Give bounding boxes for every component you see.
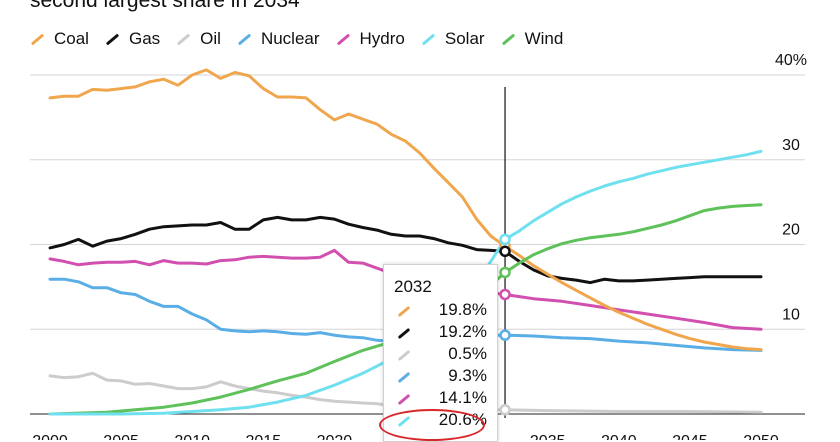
tooltip-swatch-icon bbox=[397, 327, 411, 340]
tooltip-row: 0.5% bbox=[384, 344, 497, 366]
legend-item-wind[interactable]: Wind bbox=[501, 29, 564, 49]
data-point-marker[interactable] bbox=[499, 288, 511, 301]
legend-item-solar[interactable]: Solar bbox=[421, 29, 485, 49]
chart-legend: Coal Gas Oil Nuclear Hydro Solar Wind bbox=[30, 29, 579, 49]
x-tick-label: 2005 bbox=[103, 433, 139, 440]
data-point-marker[interactable] bbox=[499, 329, 511, 341]
x-tick-label: 2015 bbox=[246, 433, 282, 440]
legend-label: Wind bbox=[524, 29, 564, 48]
legend-item-coal[interactable]: Coal bbox=[30, 29, 89, 49]
series-line-hydro bbox=[48, 248, 763, 331]
x-tick-label: 2040 bbox=[601, 433, 637, 440]
tooltip-row: 14.1% bbox=[384, 388, 497, 410]
tooltip-value: 14.1% bbox=[438, 388, 487, 407]
tooltip-row: 19.2% bbox=[384, 322, 497, 344]
tooltip-swatch-icon bbox=[397, 305, 411, 318]
y-tick-label: 10 bbox=[782, 306, 800, 323]
x-tick-label: 2050 bbox=[743, 433, 779, 440]
x-tick-label: 2010 bbox=[174, 433, 210, 440]
tooltip-row: 9.3% bbox=[384, 366, 497, 388]
tooltip-year: 2032 bbox=[394, 277, 432, 296]
x-tick-label: 2000 bbox=[32, 433, 68, 440]
y-tick-label: 40% bbox=[775, 52, 807, 69]
highlight-circle bbox=[379, 409, 485, 441]
data-point-marker[interactable] bbox=[499, 233, 511, 246]
y-tick-label: 30 bbox=[782, 137, 800, 154]
legend-item-hydro[interactable]: Hydro bbox=[336, 29, 405, 49]
data-point-marker[interactable] bbox=[499, 404, 511, 416]
legend-label: Solar bbox=[444, 29, 485, 48]
tooltip-swatch-icon bbox=[397, 393, 411, 406]
tooltip-row: 19.8% bbox=[384, 300, 497, 322]
series-line-nuclear bbox=[48, 277, 763, 352]
legend-label: Coal bbox=[54, 29, 89, 48]
tooltip-value: 19.2% bbox=[438, 322, 487, 341]
series-line-wind bbox=[48, 203, 763, 416]
series-line-solar bbox=[48, 149, 763, 416]
tooltip-swatch-icon bbox=[397, 349, 411, 362]
x-tick-label: 2045 bbox=[672, 433, 708, 440]
data-point-marker[interactable] bbox=[499, 266, 511, 279]
legend-item-nuclear[interactable]: Nuclear bbox=[237, 29, 320, 49]
tooltip-value: 9.3% bbox=[448, 366, 487, 385]
legend-label: Gas bbox=[128, 29, 161, 48]
legend-label: Nuclear bbox=[260, 29, 320, 48]
legend-item-gas[interactable]: Gas bbox=[105, 29, 160, 49]
data-point-marker[interactable] bbox=[499, 245, 511, 258]
tooltip-value: 19.8% bbox=[438, 300, 487, 319]
legend-label: Hydro bbox=[359, 29, 405, 48]
legend-item-oil[interactable]: Oil bbox=[176, 29, 221, 49]
legend-label: Oil bbox=[200, 29, 221, 48]
x-tick-label: 2020 bbox=[317, 433, 353, 440]
y-tick-label: 20 bbox=[782, 222, 800, 239]
tooltip-swatch-icon bbox=[397, 371, 411, 384]
x-tick-label: 2035 bbox=[530, 433, 566, 440]
chart-title: second largest share in 2034 bbox=[30, 0, 300, 12]
series-line-coal bbox=[48, 68, 763, 352]
series-line-gas bbox=[48, 215, 763, 285]
tooltip-value: 0.5% bbox=[448, 344, 487, 363]
